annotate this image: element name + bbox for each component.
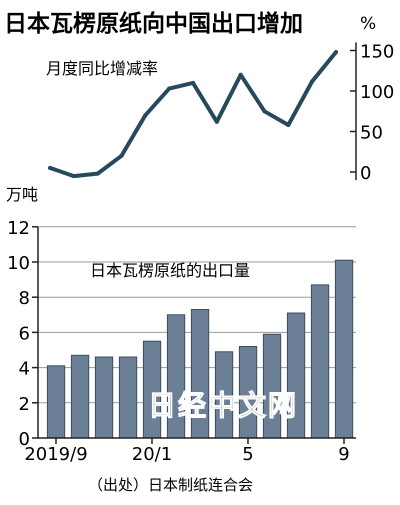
line-point [71,174,76,179]
bar [70,354,90,439]
bar [46,365,66,439]
line-unit-label: % [360,14,376,34]
line-point [167,86,172,91]
bar-y-tick-label: 2 [19,394,30,415]
bar-y-tick-label: 12 [7,218,30,239]
watermark: 日经中文网 [148,389,298,422]
bar-y-tick-label: 6 [19,323,30,344]
bar-y-tick-label: 4 [19,359,30,380]
bar-x-tick-label: 5 [242,444,253,465]
bar [334,259,354,439]
bar-series [46,259,354,439]
source-note: （出处）日本制纸连合会 [88,476,253,494]
chart-title: 日本瓦楞原纸向中国出口增加 [4,10,303,37]
line-series-label: 月度同比增减率 [46,59,158,78]
line-y-tick-label: 0 [360,163,371,184]
line-point [310,79,315,84]
line-point [48,165,52,170]
line-point [238,72,243,77]
bar-y-tick-label: 0 [19,429,30,450]
line-series [48,50,338,179]
bar-unit-label: 万吨 [6,185,38,204]
bar-x-tick-label: 2019/9 [24,444,87,465]
line-point [262,109,267,114]
bar-x-tick-label: 20/1 [132,444,172,465]
bar [310,284,330,439]
line-point [143,113,148,118]
line-point [214,119,219,124]
line-chart: 月度同比增减率 150 100 50 0 [46,42,394,185]
bar-x-tick-label: 9 [338,444,349,465]
line-y-tick-label: 50 [360,123,383,144]
bar [94,356,114,439]
line-y-tick-label: 150 [360,42,394,63]
bar [262,333,282,439]
line-point [95,171,100,176]
line-point [286,123,291,128]
bar-series-label: 日本瓦楞原纸的出口量 [90,261,250,280]
line-point [119,153,124,158]
bar-y-tick-label: 10 [7,253,30,274]
line-point [334,50,338,55]
line-y-tick-label: 100 [360,82,394,103]
line-point [191,80,195,85]
bar [118,356,138,439]
line-y-axis: 150 100 50 0 [350,42,394,184]
bar-y-tick-label: 8 [19,288,30,309]
